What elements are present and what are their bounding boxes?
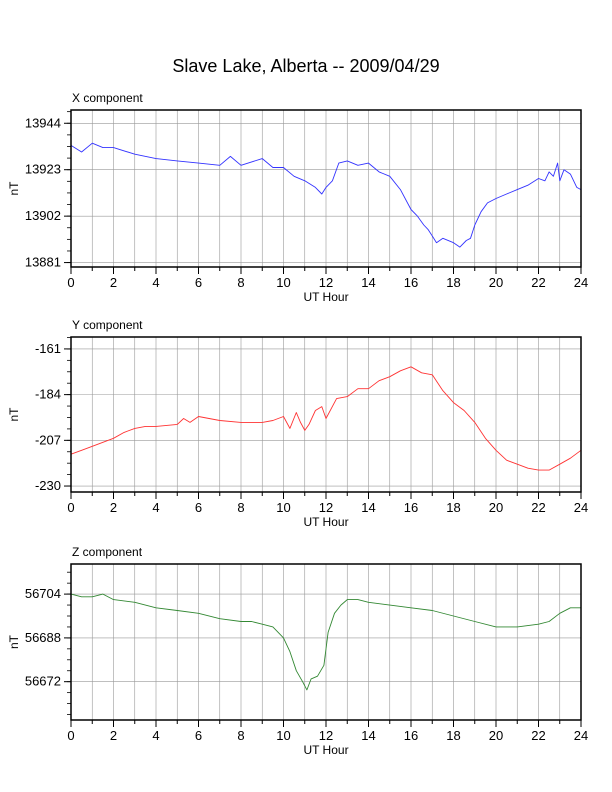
x-tick-label: 0 — [67, 275, 74, 290]
x-tick-label: 16 — [404, 728, 418, 743]
plot-frame — [70, 109, 582, 268]
series-line — [70, 593, 581, 691]
x-axis-label: UT Hour — [303, 515, 348, 529]
x-tick-label: 8 — [237, 500, 244, 515]
x-tick-label: 16 — [404, 275, 418, 290]
x-tick-label: 18 — [446, 500, 460, 515]
y-tick-label: 13944 — [25, 115, 61, 130]
y-tick-label: 56672 — [25, 674, 61, 689]
x-tick-label: 0 — [67, 728, 74, 743]
x-tick-label: 6 — [195, 500, 202, 515]
y-axis-label: nT — [7, 634, 21, 649]
x-tick-label: 0 — [67, 500, 74, 515]
x-tick-label: 20 — [489, 275, 503, 290]
series-line — [70, 366, 582, 471]
chart-title: Slave Lake, Alberta -- 2009/04/29 — [172, 56, 440, 76]
x-tick-label: 2 — [110, 500, 117, 515]
y-tick-label: 13923 — [25, 162, 61, 177]
x-tick-label: 18 — [446, 275, 460, 290]
panel-title: Y component — [72, 318, 143, 332]
y-tick-label: 13881 — [25, 255, 61, 270]
x-tick-label: 2 — [110, 275, 117, 290]
x-tick-label: 8 — [237, 728, 244, 743]
x-tick-label: 14 — [361, 275, 375, 290]
y-tick-label: 13902 — [25, 208, 61, 223]
y-axis-label: nT — [7, 181, 21, 196]
x-tick-label: 20 — [489, 728, 503, 743]
x-axis-label: UT Hour — [303, 743, 348, 757]
x-tick-label: 22 — [531, 728, 545, 743]
y-tick-label: 56688 — [25, 630, 61, 645]
y-axis-label: nT — [7, 407, 21, 422]
x-tick-label: 14 — [361, 500, 375, 515]
x-tick-label: 24 — [574, 275, 588, 290]
x-tick-label: 12 — [319, 275, 333, 290]
x-tick-label: 20 — [489, 500, 503, 515]
x-tick-label: 22 — [531, 500, 545, 515]
x-tick-label: 12 — [319, 728, 333, 743]
plot-frame — [70, 336, 582, 493]
x-tick-label: 12 — [319, 500, 333, 515]
y-tick-label: -161 — [35, 341, 61, 356]
plot-frame — [70, 563, 582, 721]
x-tick-label: 22 — [531, 275, 545, 290]
x-tick-label: 14 — [361, 728, 375, 743]
x-tick-label: 10 — [276, 728, 290, 743]
x-tick-label: 6 — [195, 275, 202, 290]
panel-title: X component — [72, 91, 143, 105]
y-tick-label: -184 — [35, 387, 61, 402]
x-tick-label: 10 — [276, 275, 290, 290]
x-tick-label: 10 — [276, 500, 290, 515]
x-axis-label: UT Hour — [303, 290, 348, 304]
series-line — [70, 142, 582, 248]
x-tick-label: 24 — [574, 500, 588, 515]
x-tick-label: 4 — [152, 275, 159, 290]
x-tick-label: 2 — [110, 728, 117, 743]
x-tick-label: 24 — [574, 728, 588, 743]
x-tick-label: 16 — [404, 500, 418, 515]
panel-title: Z component — [72, 545, 143, 559]
x-tick-label: 4 — [152, 500, 159, 515]
y-tick-label: 56704 — [25, 586, 61, 601]
y-tick-label: -207 — [35, 432, 61, 447]
x-tick-label: 4 — [152, 728, 159, 743]
x-tick-label: 18 — [446, 728, 460, 743]
x-tick-label: 8 — [237, 275, 244, 290]
x-tick-label: 6 — [195, 728, 202, 743]
y-tick-label: -230 — [35, 478, 61, 493]
